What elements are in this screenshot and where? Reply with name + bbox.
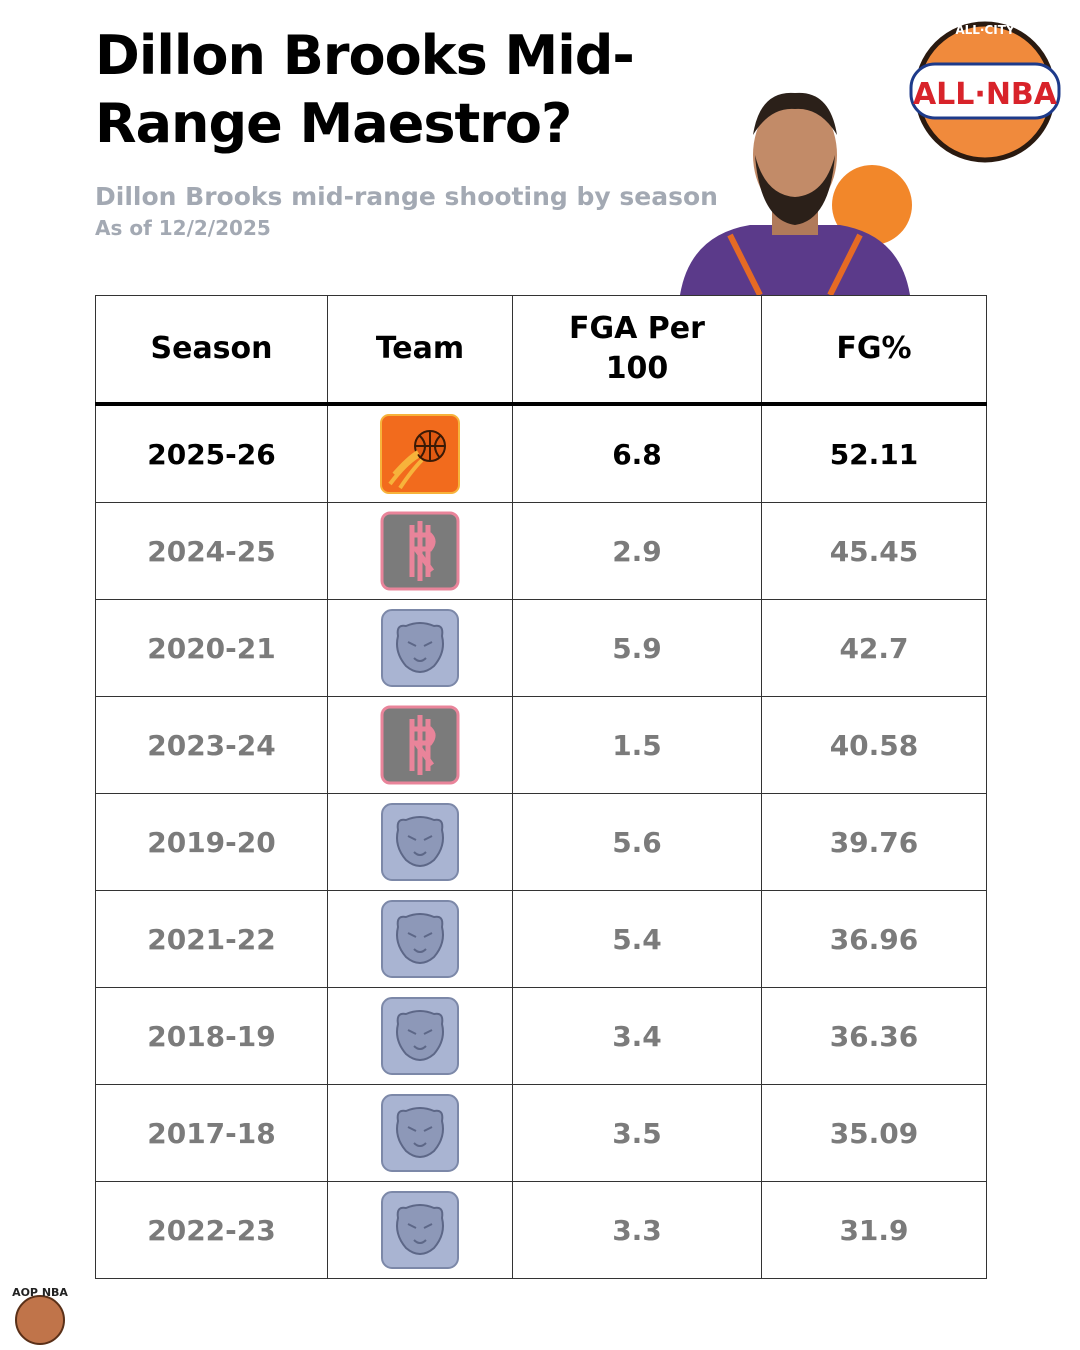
fg-pct-cell: 42.7 (761, 599, 987, 697)
fg-pct-cell: 31.9 (761, 1181, 987, 1279)
corner-text: AOP NBA (12, 1286, 68, 1299)
team-cell (327, 793, 513, 891)
team-cell (327, 696, 513, 794)
team-cell (327, 890, 513, 988)
column-header: FGA Per 100 (512, 295, 762, 406)
fg-pct-cell: 35.09 (761, 1084, 987, 1182)
logo-main-text: ALL·NBA (913, 77, 1058, 112)
column-header-text: FGA Per 100 (569, 311, 705, 386)
fga-cell: 5.6 (512, 793, 762, 891)
team-cell (327, 1181, 513, 1279)
team-logo (380, 608, 460, 688)
season-cell: 2017-18 (95, 1084, 328, 1182)
fga-cell: 5.4 (512, 890, 762, 988)
team-logo (380, 1093, 460, 1173)
season-cell: 2019-20 (95, 793, 328, 891)
corner-ball (15, 1295, 65, 1345)
team-cell (327, 599, 513, 697)
team-logo (380, 511, 460, 591)
season-cell: 2024-25 (95, 502, 328, 600)
table-body: 2025-26 6.8 52.11 2024-25 2.9 45.45 2020-21 5.9… (95, 403, 987, 1279)
table-row: 2025-26 6.8 52.11 (95, 403, 987, 503)
jersey-trim (727, 233, 863, 295)
column-header-text: Season (150, 331, 273, 366)
fg-pct-cell: 40.58 (761, 696, 987, 794)
season-cell: 2023-24 (95, 696, 328, 794)
fg-pct-cell: 52.11 (761, 403, 987, 503)
fga-cell: 5.9 (512, 599, 762, 697)
stats-table: Season Team FGA Per 100 FG% 2025-26 6.8 52.11… (95, 295, 987, 1279)
hair (753, 92, 837, 135)
suns-ball (832, 165, 912, 245)
jersey (680, 225, 910, 295)
season-cell: 2022-23 (95, 1181, 328, 1279)
column-header: FG% (761, 295, 987, 406)
title: Dillon Brooks Mid-Range Maestro? (95, 24, 635, 155)
subtitle: Dillon Brooks mid-range shooting by seas… (95, 182, 718, 211)
fg-pct-cell: 36.96 (761, 890, 987, 988)
team-cell (327, 987, 513, 1085)
logo-small-text: ALL·CITY (955, 23, 1015, 37)
team-cell (327, 502, 513, 600)
column-header-text: Team (375, 331, 465, 366)
fga-cell: 3.3 (512, 1181, 762, 1279)
fg-pct-cell: 45.45 (761, 502, 987, 600)
season-cell: 2025-26 (95, 403, 328, 503)
team-logo (380, 414, 460, 494)
fga-cell: 1.5 (512, 696, 762, 794)
table-row: 2023-24 1.5 40.58 (95, 696, 987, 794)
column-header: Season (95, 295, 328, 406)
season-cell: 2021-22 (95, 890, 328, 988)
season-cell: 2018-19 (95, 987, 328, 1085)
team-logo (380, 1190, 460, 1270)
fg-pct-cell: 39.76 (761, 793, 987, 891)
player-photo (680, 92, 912, 295)
team-cell (327, 403, 513, 503)
logo-banner (909, 62, 1061, 120)
fga-cell: 6.8 (512, 403, 762, 503)
team-logo (380, 802, 460, 882)
table-row: 2024-25 2.9 45.45 (95, 502, 987, 600)
fga-cell: 2.9 (512, 502, 762, 600)
team-logo (380, 899, 460, 979)
table-row: 2021-22 5.4 36.96 (95, 890, 987, 988)
fga-cell: 3.4 (512, 987, 762, 1085)
table-row: 2018-19 3.4 36.36 (95, 987, 987, 1085)
team-logo (380, 996, 460, 1076)
table-row: 2022-23 3.3 31.9 (95, 1181, 987, 1279)
team-logo (380, 705, 460, 785)
table-row: 2017-18 3.5 35.09 (95, 1084, 987, 1182)
date: As of 12/2/2025 (95, 216, 271, 240)
column-header-text: FG% (836, 331, 912, 366)
beard (755, 155, 835, 225)
table-row: 2019-20 5.6 39.76 (95, 793, 987, 891)
season-cell: 2020-21 (95, 599, 328, 697)
head (753, 97, 837, 213)
table-row: 2020-21 5.9 42.7 (95, 599, 987, 697)
column-header: Team (327, 295, 513, 406)
fg-pct-cell: 36.36 (761, 987, 987, 1085)
team-cell (327, 1084, 513, 1182)
fga-cell: 3.5 (512, 1084, 762, 1182)
header-row: Season Team FGA Per 100 FG% (95, 295, 987, 406)
corner-logo: AOP NBA (12, 1286, 68, 1345)
allnba-logo: ALL·CITY ALL·NBA (909, 21, 1061, 163)
